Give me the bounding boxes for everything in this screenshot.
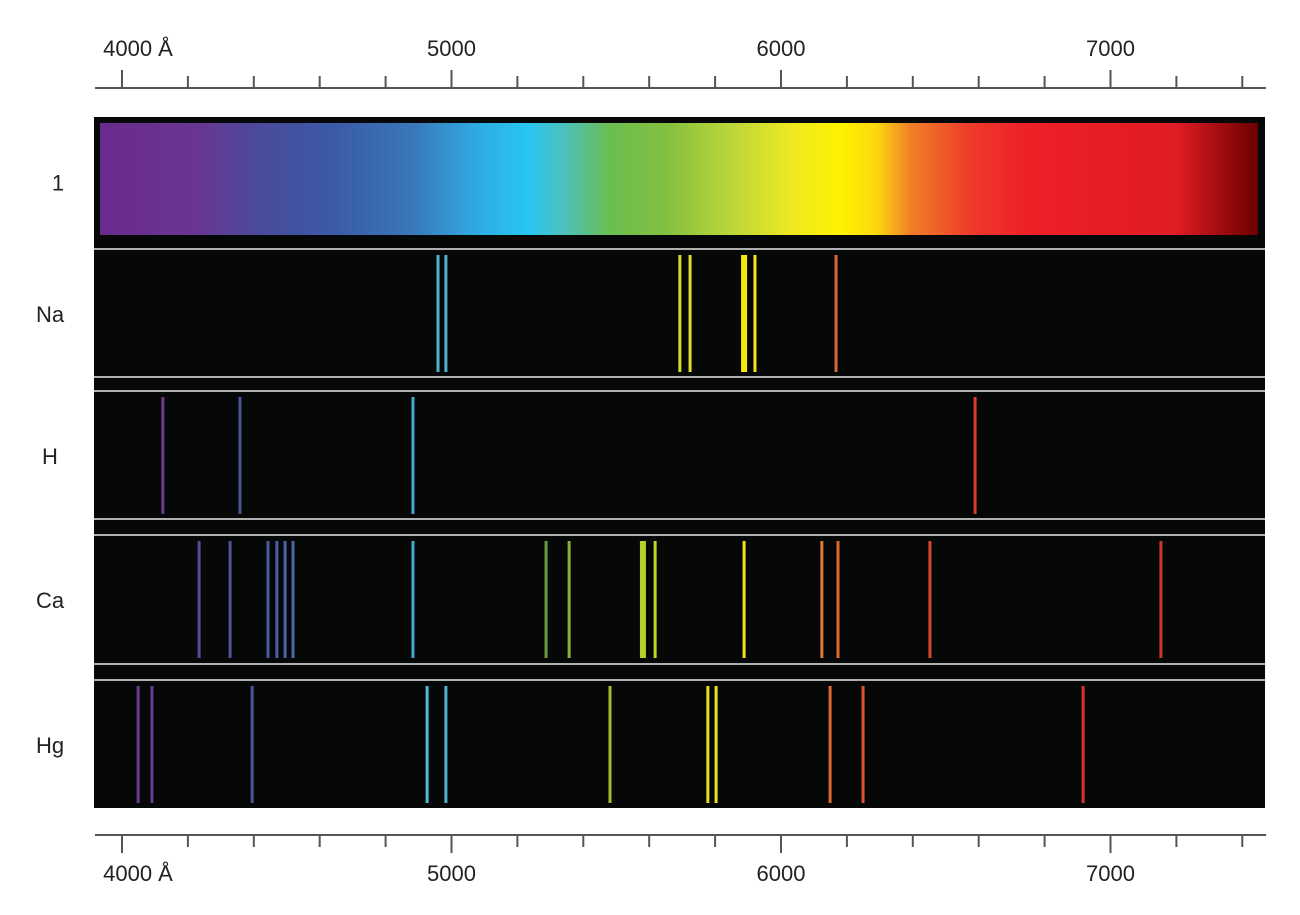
row-label-hg: Hg — [36, 733, 64, 758]
emission-line-na — [436, 255, 440, 372]
emission-line-h — [161, 397, 165, 514]
tick-label: 4000 Å — [103, 861, 173, 886]
emission-line-hg — [608, 686, 612, 803]
emission-line-ca — [1159, 541, 1163, 658]
emission-line-ca — [836, 541, 840, 658]
tick-label: 5000 — [427, 861, 476, 886]
emission-line-hg — [425, 686, 429, 803]
emission-line-na — [753, 255, 757, 372]
emission-line-ca — [820, 541, 824, 658]
emission-line-hg — [861, 686, 865, 803]
emission-line-ca — [266, 541, 270, 658]
emission-line-hg — [150, 686, 154, 803]
row-label-na: Na — [36, 302, 65, 327]
tick-label: 4000 Å — [103, 36, 173, 61]
emission-line-ca — [228, 541, 232, 658]
emission-line-hg — [1081, 686, 1085, 803]
row-label-1: 1 — [52, 171, 64, 196]
emission-line-hg — [444, 686, 448, 803]
emission-line-ca — [544, 541, 548, 658]
emission-line-ca — [283, 541, 287, 658]
emission-line-hg — [828, 686, 832, 803]
emission-line-na — [834, 255, 838, 372]
emission-line-na — [741, 255, 748, 372]
emission-line-ca — [291, 541, 295, 658]
emission-line-hg — [136, 686, 140, 803]
row-label-h: H — [42, 444, 58, 469]
tick-label: 5000 — [427, 36, 476, 61]
wavelength-axis-top: 4000 Å 5000 6000 7000 — [95, 36, 1266, 89]
emission-line-ca — [197, 541, 201, 658]
emission-line-ca — [742, 541, 746, 658]
emission-line-h — [238, 397, 242, 514]
emission-line-hg — [250, 686, 254, 803]
emission-line-ca — [653, 541, 657, 658]
continuous-spectrum — [100, 123, 1258, 235]
row-label-ca: Ca — [36, 588, 65, 613]
tick-label: 6000 — [757, 861, 806, 886]
emission-line-ca — [567, 541, 571, 658]
emission-line-hg — [714, 686, 718, 803]
emission-line-ca — [928, 541, 932, 658]
emission-line-h — [411, 397, 415, 514]
wavelength-axis-bottom: 4000 Å 5000 6000 7000 — [95, 834, 1266, 886]
tick-label: 7000 — [1086, 36, 1135, 61]
emission-line-h — [973, 397, 977, 514]
spectra-panels — [94, 117, 1265, 808]
emission-line-na — [444, 255, 448, 372]
emission-line-ca — [639, 541, 646, 658]
emission-line-hg — [706, 686, 710, 803]
tick-label: 7000 — [1086, 861, 1135, 886]
emission-line-ca — [275, 541, 279, 658]
emission-line-na — [688, 255, 692, 372]
emission-line-ca — [411, 541, 415, 658]
emission-line-na — [678, 255, 682, 372]
tick-label: 6000 — [757, 36, 806, 61]
